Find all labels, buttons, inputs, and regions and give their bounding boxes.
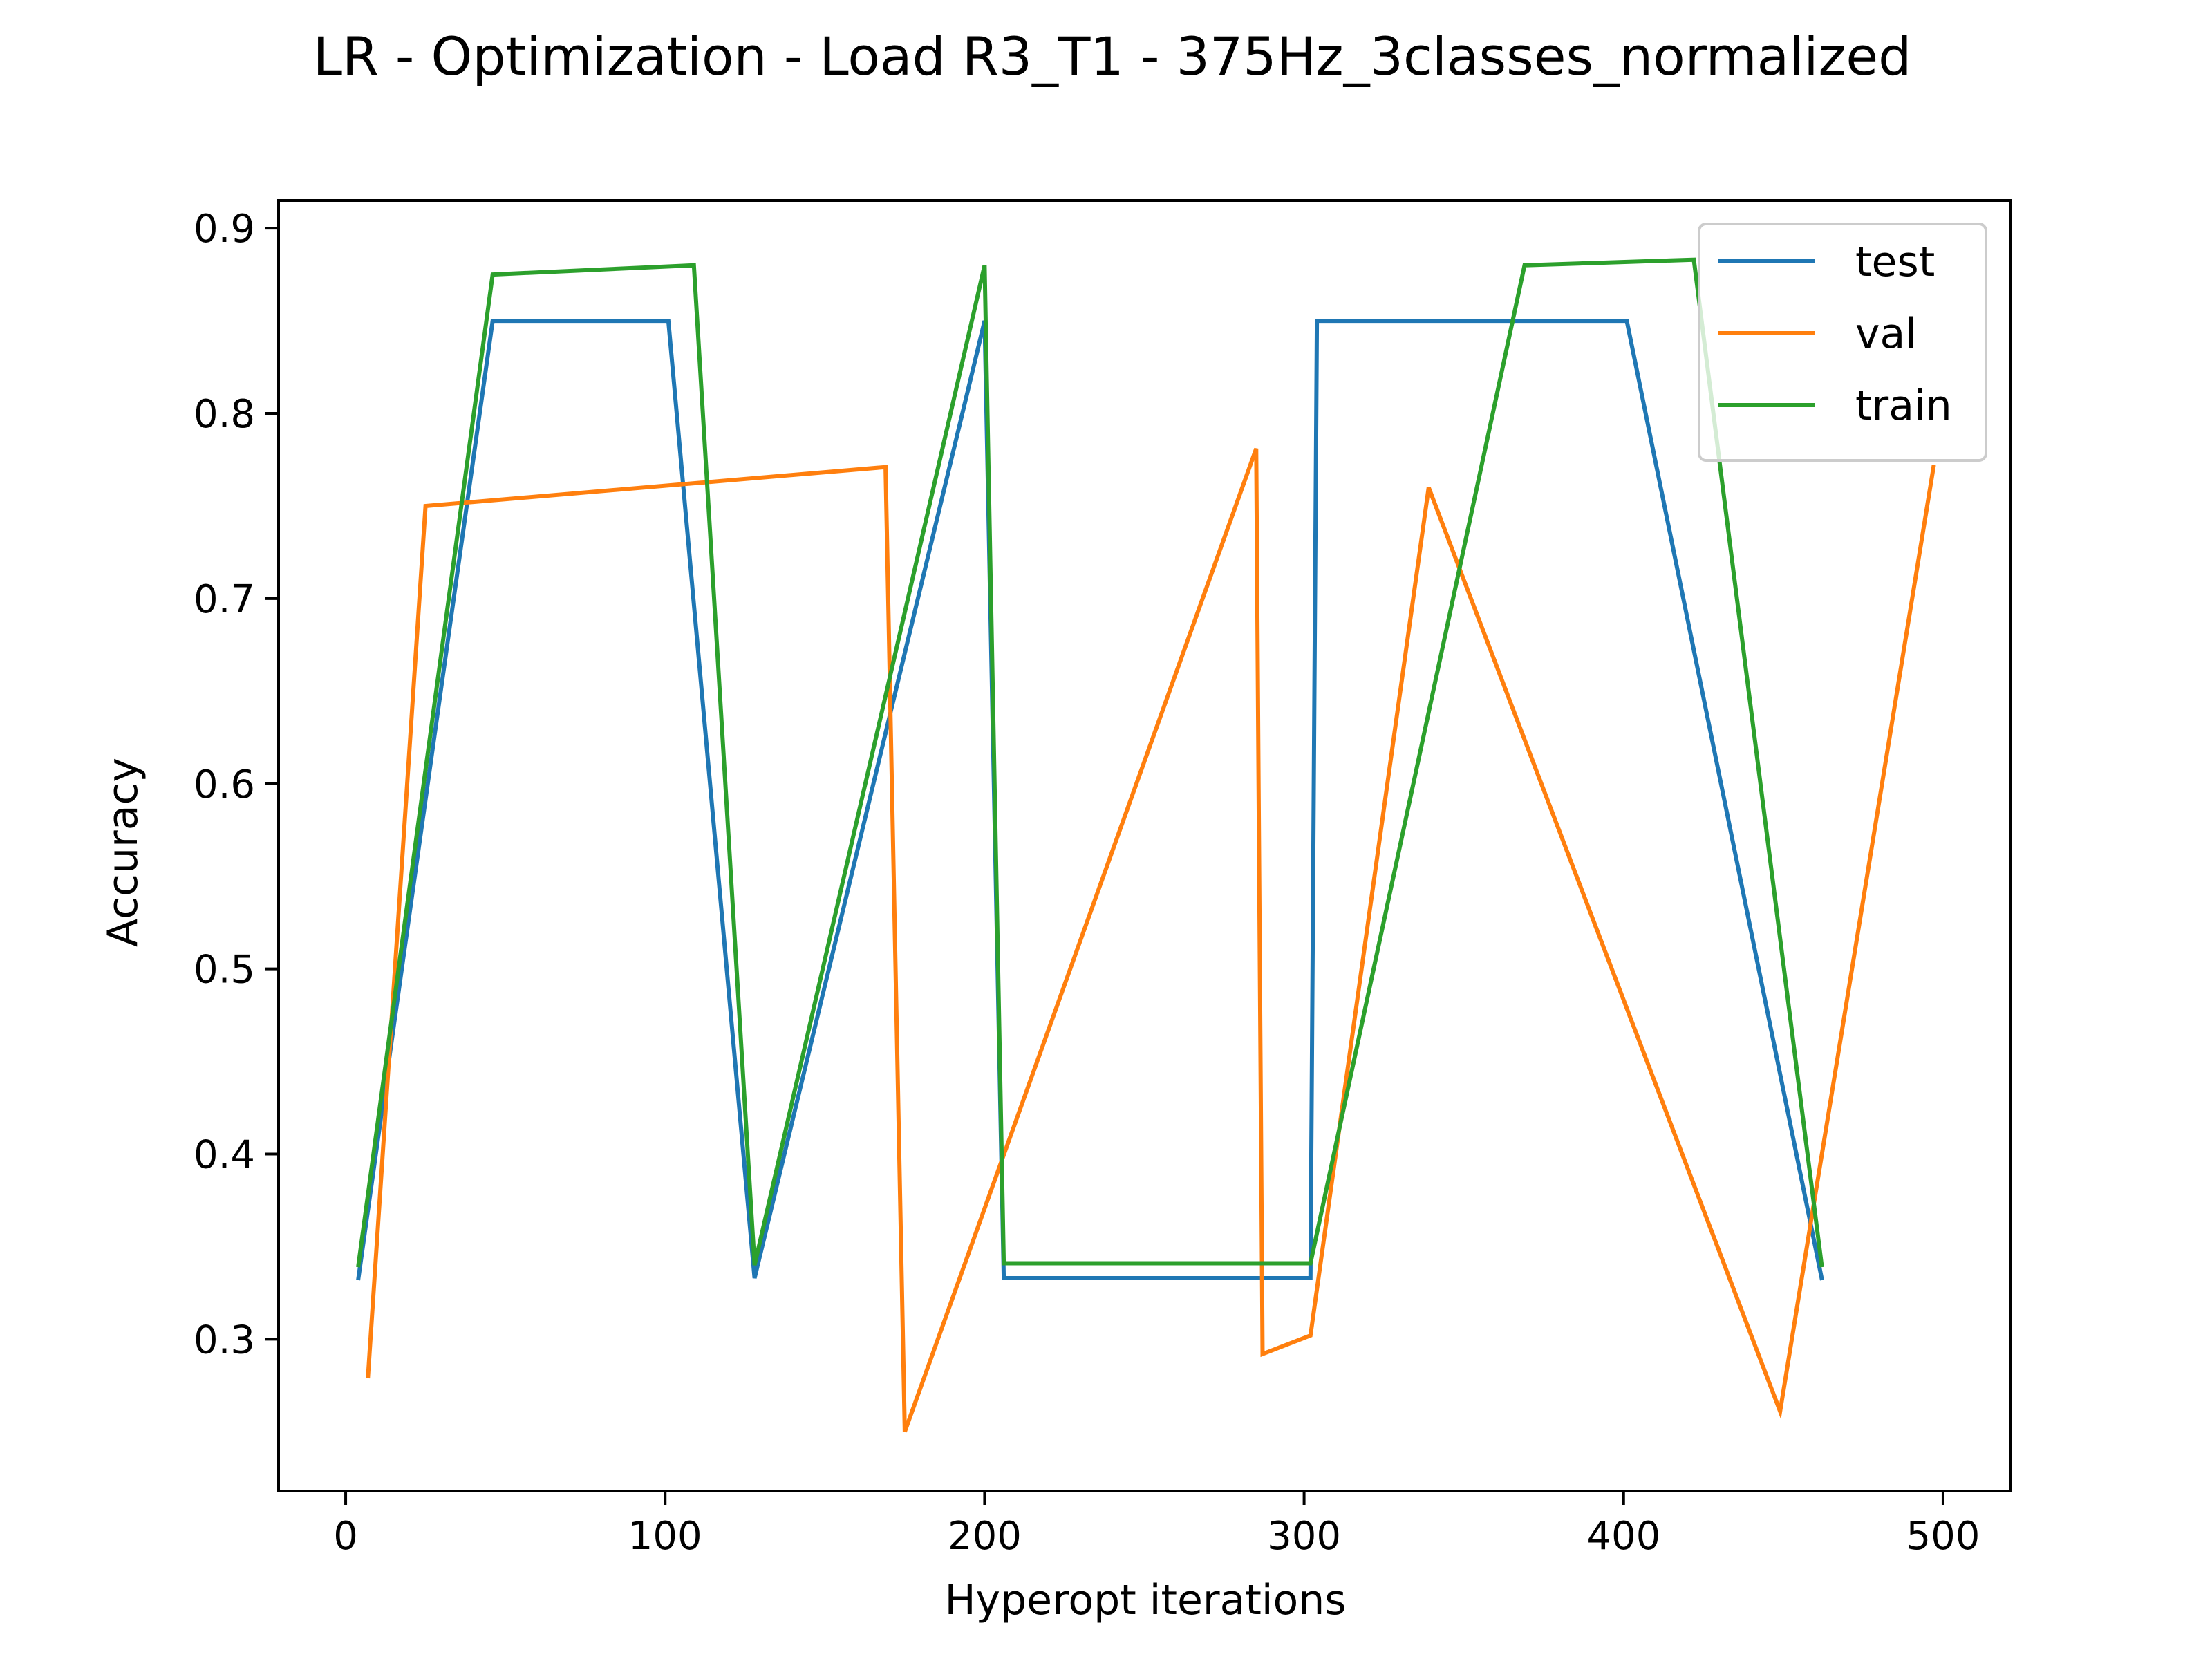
y-tick-label: 0.6 [194,762,255,807]
x-tick-label: 200 [948,1514,1022,1559]
x-axis-label: Hyperopt iterations [944,1576,1346,1624]
legend-label-train: train [1855,382,1952,430]
plot-frame [277,199,2012,1492]
x-tick-label: 400 [1586,1514,1660,1559]
chart-title: LR - Optimization - Load R3_T1 - 375Hz_3… [313,26,1912,87]
y-tick-label: 0.8 [194,392,255,437]
series-line-val [366,447,1936,1433]
legend-label-val: val [1855,310,1917,358]
series-group [356,257,1936,1433]
x-tick-label: 500 [1906,1514,1980,1559]
x-tick-label: 100 [628,1514,702,1559]
x-tick-label: 0 [333,1514,358,1559]
y-tick-label: 0.3 [194,1318,255,1362]
y-tick-label: 0.5 [194,948,255,993]
x-tick-label: 300 [1267,1514,1341,1559]
legend-label-test: test [1855,238,1935,286]
y-axis-label: Accuracy [99,758,147,947]
legend-box [1698,223,1987,462]
y-tick-label: 0.9 [194,207,255,252]
plot-area: 0 100 200 300 400 500 0.3 0.4 0.5 0.6 0.7 0.8 0.9 [194,199,2012,1559]
legend: test val train [1698,223,1987,462]
y-tick-label: 0.7 [194,577,255,622]
series-line-train [356,257,1824,1268]
y-tick-label: 0.4 [194,1132,255,1177]
